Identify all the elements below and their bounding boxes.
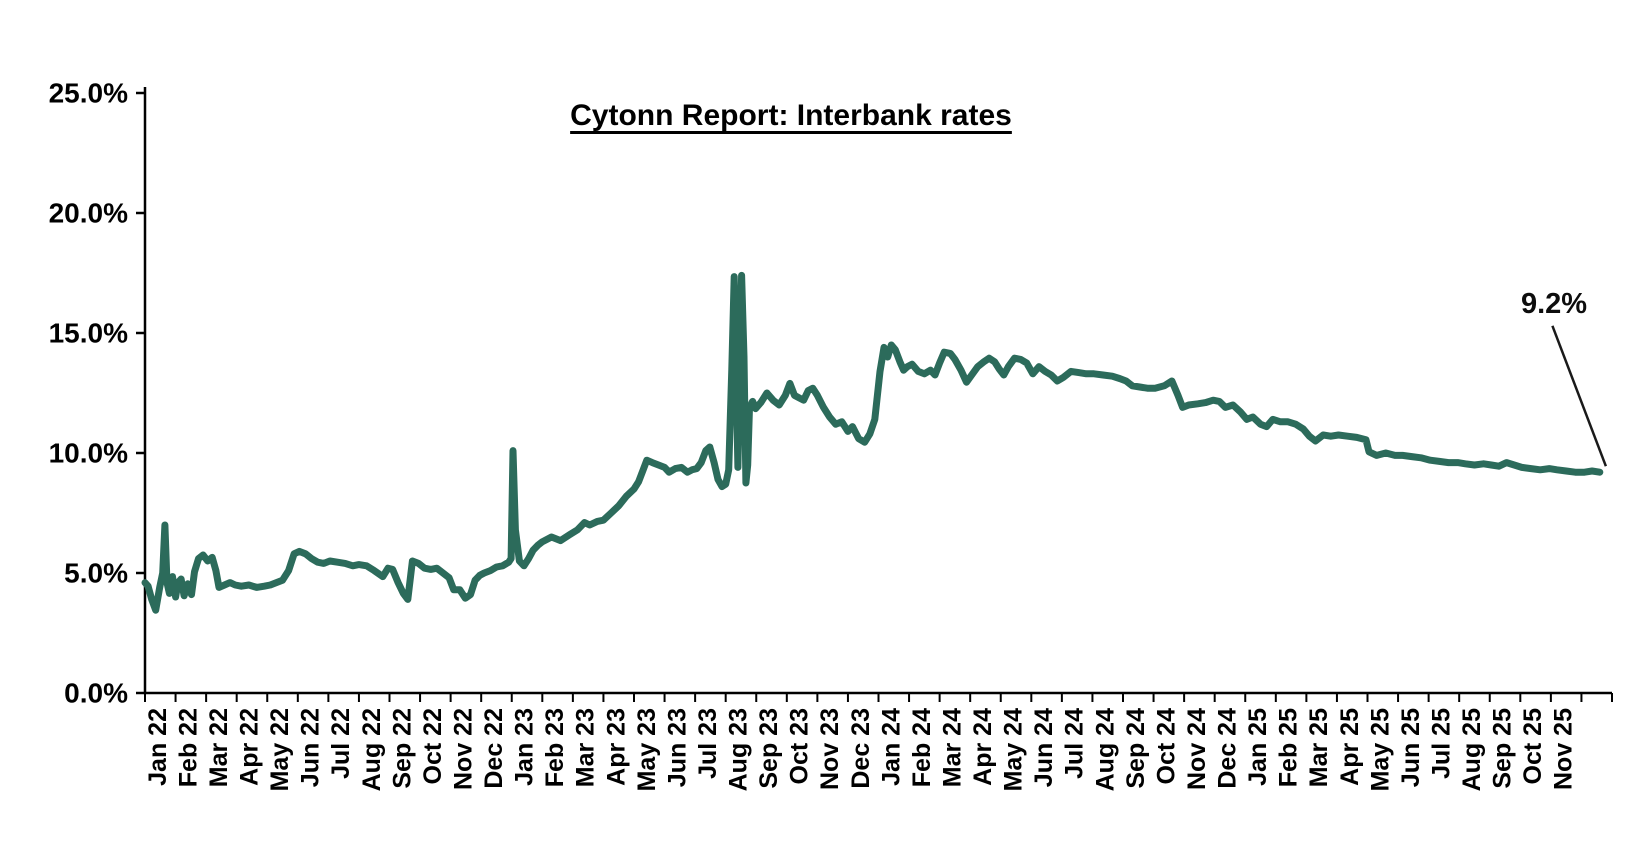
y-axis-tick-label: 0.0%: [64, 678, 128, 709]
x-axis-tick-label: May 25: [1366, 708, 1394, 791]
x-axis-tick-label: Oct 24: [1152, 708, 1180, 785]
y-axis-tick-label: 5.0%: [64, 558, 128, 589]
x-axis-tick-label: Jul 24: [1061, 708, 1089, 779]
x-axis-tick-label: Jan 25: [1244, 708, 1272, 786]
x-axis-tick-label: Jul 25: [1427, 708, 1455, 779]
x-axis-tick-label: Nov 22: [449, 708, 477, 790]
y-axis-tick-label: 10.0%: [49, 438, 128, 469]
x-axis-tick-label: May 24: [1000, 708, 1028, 791]
x-axis-tick-label: May 22: [266, 708, 294, 791]
x-axis-tick-label: Nov 25: [1550, 708, 1578, 790]
series-line-interbank-rate: [141, 271, 1604, 614]
x-axis-tick-label: Sep 22: [388, 708, 416, 789]
x-axis-tick-label: Jan 24: [877, 708, 905, 786]
x-axis-tick-label: Aug 23: [725, 708, 753, 791]
x-axis-tick-label: Sep 23: [755, 708, 783, 789]
x-axis-tick-label: Mar 23: [572, 708, 600, 787]
x-axis-tick-label: Feb 22: [174, 708, 202, 787]
x-axis-tick-label: Feb 23: [541, 708, 569, 787]
x-axis-tick-label: Dec 22: [480, 708, 508, 789]
x-axis-tick-label: Feb 25: [1275, 708, 1303, 787]
x-axis-tick-label: Apr 23: [602, 708, 630, 786]
chart-title-text: Cytonn Report: Interbank rates: [570, 99, 1012, 132]
x-axis-tick-label: Aug 25: [1458, 708, 1486, 791]
x-axis-tick-label: Feb 24: [908, 708, 936, 787]
x-axis-tick-label: Sep 25: [1489, 708, 1517, 789]
x-axis-tick-label: Sep 24: [1122, 708, 1150, 789]
x-axis-tick-label: Jul 22: [327, 708, 355, 779]
x-axis-tick-label: Jun 25: [1397, 708, 1425, 787]
x-axis-tick-label: Apr 24: [969, 708, 997, 786]
x-axis-tick-label: May 23: [633, 708, 661, 791]
x-axis-tick-label: Jun 23: [663, 708, 691, 787]
x-axis-tick-label: Nov 24: [1183, 708, 1211, 790]
x-axis-tick-label: Aug 24: [1091, 708, 1119, 791]
x-axis-tick-label: Jul 23: [694, 708, 722, 779]
x-axis-tick-label: Oct 25: [1519, 708, 1547, 785]
y-axis-tick-label: 15.0%: [49, 318, 128, 349]
x-axis-tick-label: Dec 23: [847, 708, 875, 789]
annotation-callout-line: [1551, 325, 1608, 467]
x-axis-tick-label: Jun 22: [297, 708, 325, 787]
x-axis-tick-label: Jan 23: [511, 708, 539, 786]
annotation-value-label: 9.2%: [1520, 288, 1588, 320]
y-axis-tick-label: 25.0%: [49, 78, 128, 109]
x-axis-tick-label: Aug 22: [358, 708, 386, 791]
x-axis-tick-label: Mar 22: [205, 708, 233, 787]
x-axis-tick-label: Nov 23: [816, 708, 844, 790]
x-axis-tick-label: Mar 24: [938, 708, 966, 787]
x-axis-tick-label: Apr 22: [236, 708, 264, 786]
x-axis-tick-label: Jan 22: [144, 708, 172, 786]
y-axis-tick-label: 20.0%: [49, 198, 128, 229]
x-axis-tick-label: Oct 23: [786, 708, 814, 784]
x-axis-tick-label: Apr 25: [1336, 708, 1364, 786]
chart-title: Cytonn Report: Interbank rates: [145, 99, 1437, 133]
x-axis-tick-label: Dec 24: [1214, 708, 1242, 789]
x-axis-tick-label: Mar 25: [1305, 708, 1333, 787]
x-axis-tick-label: Jun 24: [1030, 708, 1058, 787]
x-axis-tick-label: Oct 22: [419, 708, 447, 784]
